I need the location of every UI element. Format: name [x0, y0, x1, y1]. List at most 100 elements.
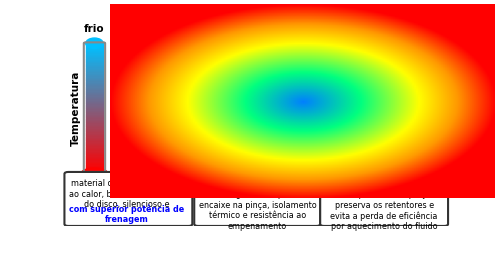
Bar [86, 166, 103, 167]
Bar [86, 114, 103, 115]
Bar [86, 49, 103, 51]
Bar [86, 91, 103, 92]
Text: cortadas
a laser garantem perfeito
encaixe na pinça, isolamento
térmico e resist: cortadas a laser garantem perfeito encai… [198, 179, 316, 230]
Text: frio: frio [84, 23, 105, 34]
Bar [86, 57, 103, 58]
Bar [86, 160, 103, 161]
Bar [86, 63, 103, 65]
Bar [86, 98, 103, 99]
Bar [86, 143, 103, 145]
Text: isolante térmico: isolante térmico [328, 178, 402, 186]
Ellipse shape [86, 39, 103, 50]
Bar [86, 156, 103, 157]
Bar [86, 129, 103, 131]
Bar [86, 141, 103, 142]
Bar [86, 104, 103, 105]
Bar [86, 68, 103, 70]
Bar [86, 125, 103, 127]
Bar [86, 145, 103, 146]
FancyBboxPatch shape [320, 172, 448, 226]
Bar [86, 71, 103, 72]
Text: quente: quente [74, 187, 115, 197]
Bar [86, 45, 103, 47]
Bar [86, 148, 103, 150]
Text: Temperatura: Temperatura [71, 70, 81, 145]
Bar [86, 73, 103, 75]
Bar [86, 82, 103, 84]
Bar [86, 89, 103, 90]
Bar [86, 169, 103, 170]
Bar [86, 81, 103, 82]
Bar [86, 153, 103, 155]
Bar [86, 77, 103, 78]
Bar [86, 118, 103, 119]
Bar [86, 84, 103, 85]
Bar [86, 76, 103, 77]
Bar [86, 65, 103, 66]
Bar [86, 134, 103, 136]
Bar [86, 170, 103, 171]
Bar [86, 96, 103, 98]
Bar [86, 127, 103, 128]
Bar [86, 165, 103, 166]
Bar [86, 105, 103, 106]
Bar [86, 131, 103, 132]
Bar [86, 92, 103, 94]
Bar [86, 58, 103, 59]
Bar [86, 67, 103, 68]
Bar [86, 109, 103, 110]
Bar [86, 70, 103, 71]
Bar [86, 138, 103, 139]
Bar [86, 103, 103, 104]
Bar [86, 164, 103, 165]
Bar [86, 106, 103, 108]
Bar [86, 61, 103, 62]
Bar [86, 117, 103, 118]
Bar [86, 48, 103, 49]
Bar [86, 137, 103, 138]
Bar [86, 152, 103, 153]
Bar [86, 142, 103, 143]
Bar [86, 51, 103, 52]
Bar [86, 108, 103, 109]
Bar [86, 167, 103, 169]
Bar [86, 66, 103, 67]
Bar [86, 62, 103, 63]
Bar [86, 95, 103, 96]
Bar [86, 161, 103, 162]
Bar [86, 162, 103, 164]
Bar [86, 113, 103, 114]
Bar [86, 151, 103, 152]
Bar [86, 78, 103, 80]
Bar [86, 120, 103, 122]
Bar [86, 72, 103, 73]
Bar [86, 99, 103, 100]
Bar [86, 139, 103, 141]
Circle shape [168, 96, 182, 102]
Bar [86, 94, 103, 95]
Bar [86, 123, 103, 124]
Bar [86, 101, 103, 103]
Circle shape [80, 168, 109, 183]
Bar [86, 146, 103, 147]
Bar [86, 150, 103, 151]
Bar [86, 59, 103, 61]
Bar [86, 133, 103, 134]
Bar [86, 124, 103, 125]
Bar [86, 87, 103, 89]
Bar [86, 90, 103, 91]
Bar [86, 136, 103, 137]
Bar [86, 53, 103, 54]
FancyBboxPatch shape [64, 172, 192, 226]
Text: placas em inox: placas em inox [215, 178, 282, 186]
Bar [86, 110, 103, 112]
Bar [86, 47, 103, 48]
Bar [86, 112, 103, 113]
Bar [86, 128, 103, 129]
Bar [86, 155, 103, 156]
Bar [86, 115, 103, 117]
Bar [86, 100, 103, 101]
Bar [86, 54, 103, 56]
Bar [86, 157, 103, 158]
Bar [86, 132, 103, 133]
